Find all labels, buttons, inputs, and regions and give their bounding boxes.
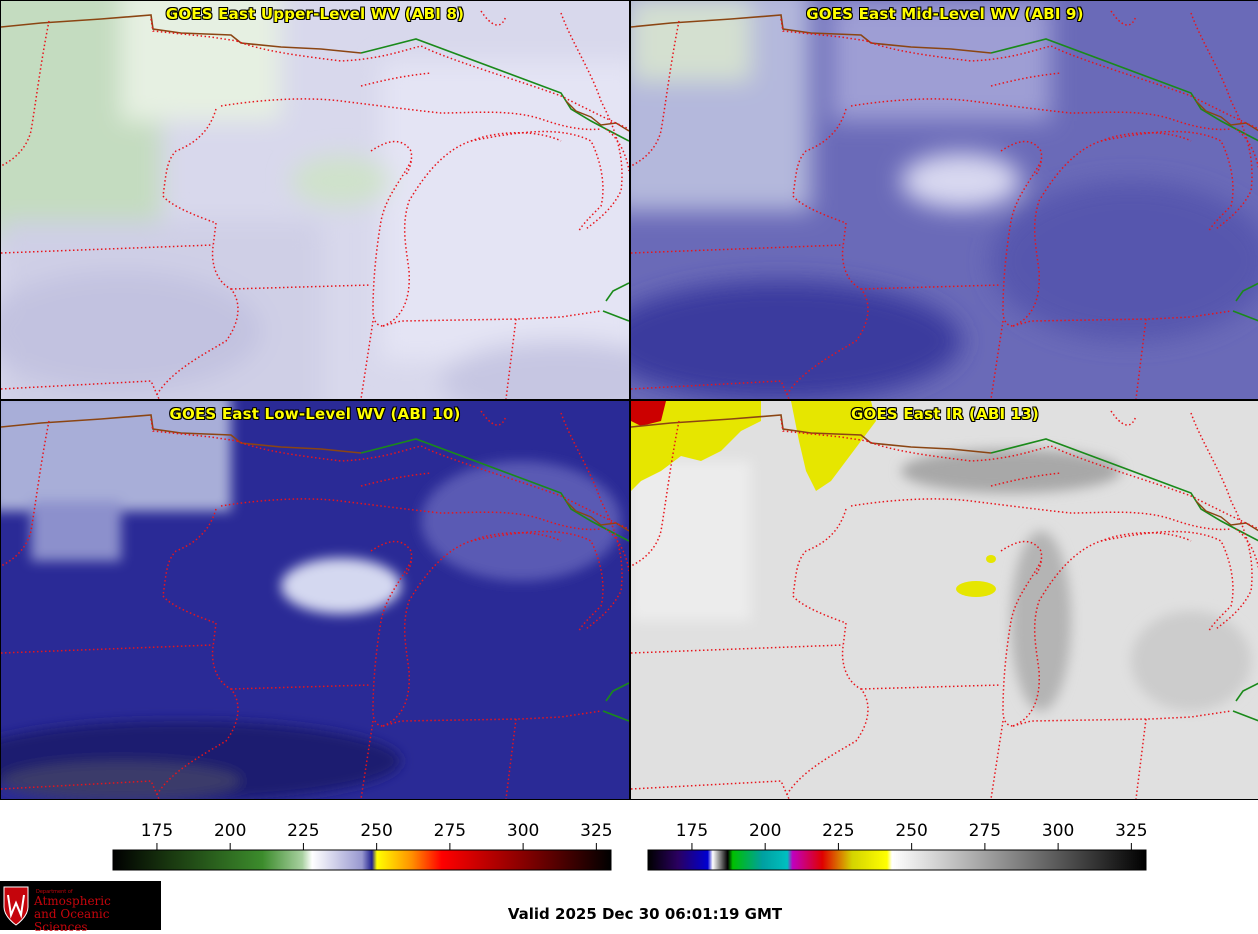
wv-colorbar-tick-label: 175 xyxy=(141,821,173,841)
ir-colorbar: 175 200 225 250 275 300 325 xyxy=(635,800,1165,880)
upper-level-wv-panel: GOES East Upper-Level WV (ABI 8) xyxy=(0,0,630,400)
wv-colorbar-tick-label: 300 xyxy=(507,821,539,841)
panel-title: GOES East Mid-Level WV (ABI 9) xyxy=(806,5,1084,23)
logo-department: Department of xyxy=(36,889,73,895)
wv-colorbar-tick-label: 325 xyxy=(580,821,612,841)
wv-colorbar-tick-label: 250 xyxy=(360,821,392,841)
valid-time: Valid 2025 Dec 30 06:01:19 GMT xyxy=(507,905,783,923)
wv-colorbar-tick-label: 200 xyxy=(214,821,246,841)
ir-panel: GOES East IR (ABI 13) xyxy=(630,400,1258,800)
panel-title: GOES East Low-Level WV (ABI 10) xyxy=(169,405,461,423)
crest-icon xyxy=(3,886,29,926)
ir-colorbar-tick-label: 325 xyxy=(1115,821,1147,841)
upper-level-wv-image xyxy=(1,1,629,399)
panel-title: GOES East IR (ABI 13) xyxy=(850,405,1039,423)
logo-name: Atmospheric and Oceanic Sciences xyxy=(34,894,111,934)
uw-aos-logo: Department of Atmospheric and Oceanic Sc… xyxy=(0,881,161,934)
low-level-wv-image xyxy=(1,401,629,799)
mid-level-wv-image xyxy=(631,1,1258,399)
wv-colorbar-tick-label: 225 xyxy=(287,821,319,841)
wv-colorbar-tick-label: 275 xyxy=(434,821,466,841)
panel-title: GOES East Upper-Level WV (ABI 8) xyxy=(165,5,465,23)
ir-colorbar-tick-label: 300 xyxy=(1042,821,1074,841)
ir-colorbar-tick-label: 275 xyxy=(969,821,1001,841)
ir-colorbar-tick-label: 175 xyxy=(676,821,708,841)
ir-colorbar-tick-label: 225 xyxy=(822,821,854,841)
wv-colorbar: 175 200 225 250 275 300 325 xyxy=(100,800,630,880)
ir-colorbar-tick-label: 200 xyxy=(749,821,781,841)
ir-colorbar-tick-label: 250 xyxy=(895,821,927,841)
low-level-wv-panel: GOES East Low-Level WV (ABI 10) xyxy=(0,400,630,800)
ir-image xyxy=(631,401,1258,799)
mid-level-wv-panel: GOES East Mid-Level WV (ABI 9) xyxy=(630,0,1258,400)
